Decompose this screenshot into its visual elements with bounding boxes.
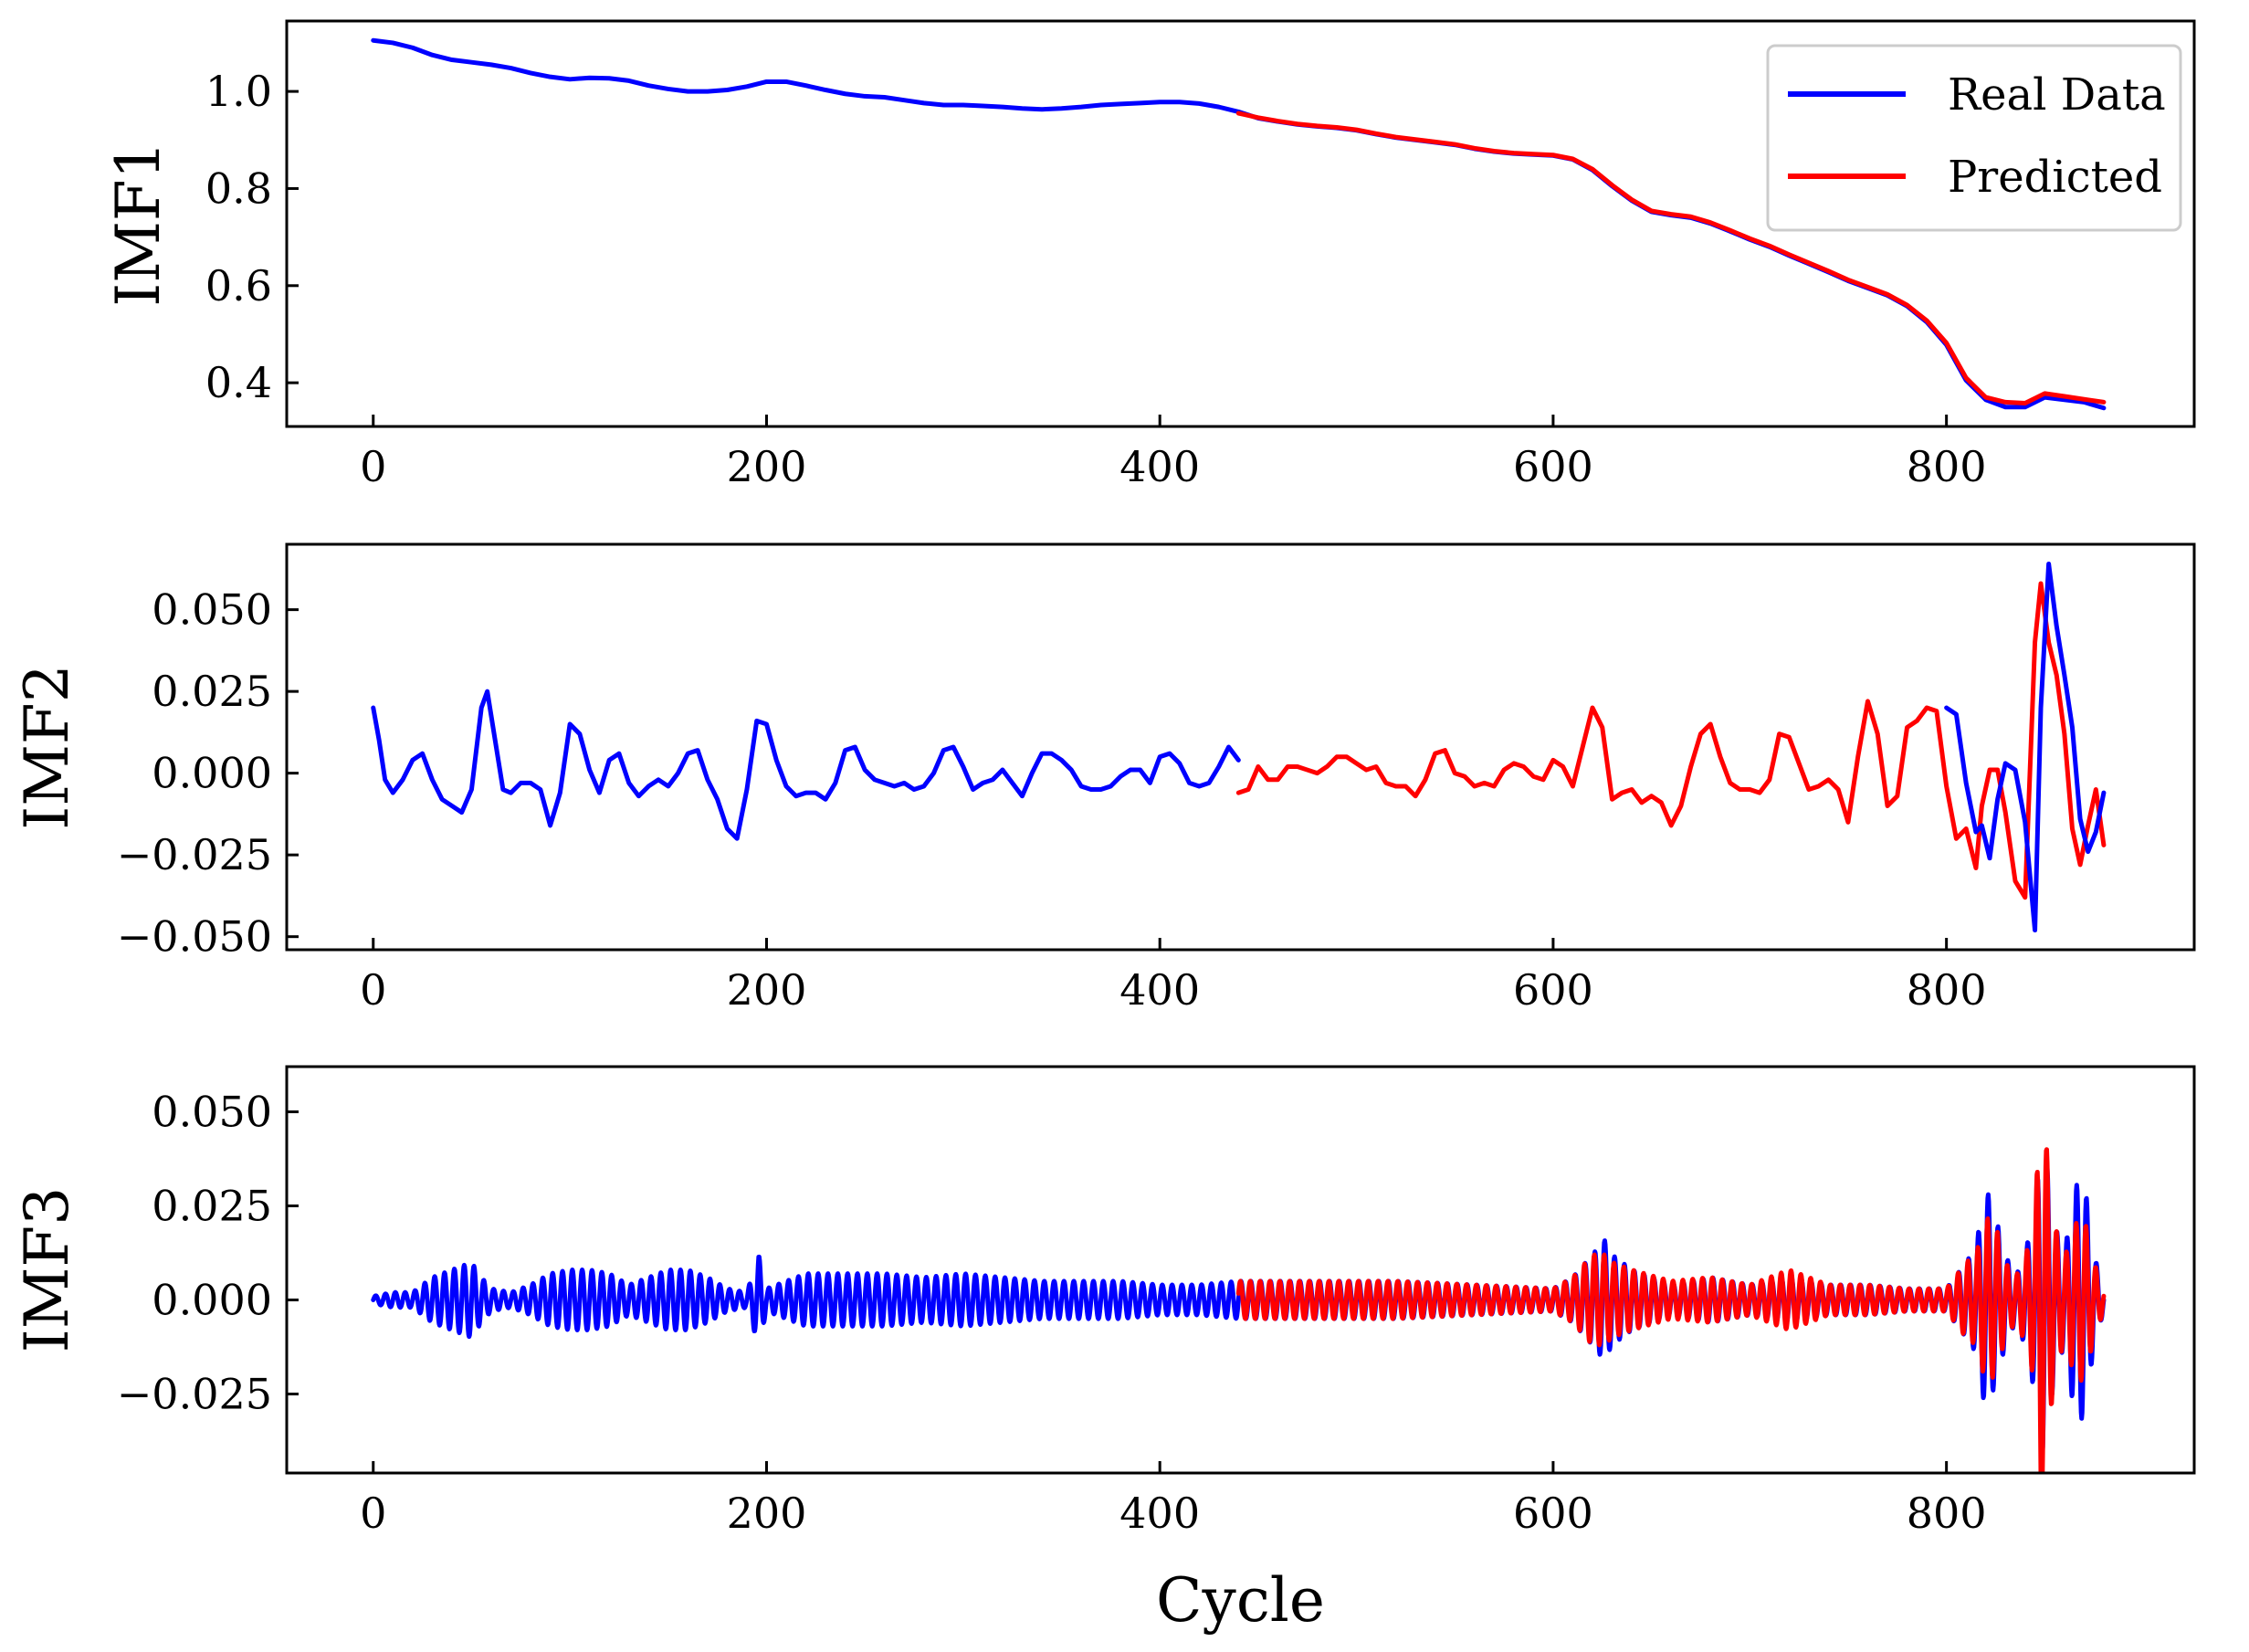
x-tick-label: 800 [1907,965,1987,1015]
y-axis-title: IMF1 [103,141,173,306]
x-tick-label: 200 [727,965,807,1015]
y-tick-label: −0.050 [117,912,272,962]
axes-frame [285,542,2196,952]
x-tick-label: 400 [1119,442,1200,491]
x-tick-label: 200 [727,1489,807,1538]
y-tick-label: 0.050 [152,1087,272,1136]
y-axis-title: IMF2 [12,664,82,829]
panel-3: 0 200 400 600 800 −0.025 0.000 0.025 0.050 IMF3 [12,1065,2196,1538]
y-tick-label: 0.4 [205,358,272,407]
x-axis-title: Cycle [1156,1565,1325,1636]
x-tick-label: 400 [1119,1489,1200,1538]
y-tick-label: 0.6 [205,261,272,310]
y-tick-label: −0.025 [117,830,272,879]
x-tick-label: 200 [727,442,807,491]
predicted-series-line [1235,581,2107,900]
legend: Real Data Predicted [1766,44,2182,232]
series-group [371,561,2107,933]
legend-real-label: Real Data [1948,69,2166,121]
x-tick-label: 600 [1513,1489,1593,1538]
x-tick-label: 0 [360,442,386,491]
y-tick-label: 0.8 [205,163,272,213]
series-group [371,1147,2107,1473]
x-tick-label: 400 [1119,965,1200,1015]
legend-predicted-label: Predicted [1948,152,2162,203]
y-tick-label: 0.050 [152,585,272,635]
panel-1: 0 200 400 600 800 0.4 0.6 0.8 1.0 IMF1 [103,19,2196,491]
y-tick-label: 1.0 [205,67,272,116]
y-tick-label: −0.025 [117,1369,272,1418]
real-data-series-line [1944,561,2107,933]
predicted-series-line [1235,1147,2107,1473]
panel-2: 0 200 400 600 800 −0.050 −0.025 0.000 0.025 0.050… [12,542,2196,1015]
x-tick-label: 800 [1907,1489,1987,1538]
y-tick-label: 0.025 [152,1181,272,1230]
x-tick-label: 800 [1907,442,1987,491]
y-tick-label: 0.025 [152,667,272,716]
y-tick-label: 0.000 [152,1275,272,1324]
y-axis-title: IMF3 [12,1187,82,1352]
x-tick-label: 0 [360,965,386,1015]
axes-frame [285,19,2196,428]
series-group [371,37,2107,411]
x-tick-label: 600 [1513,965,1593,1015]
predicted-series-line [1235,110,2107,405]
x-tick-label: 600 [1513,442,1593,491]
x-tick-label: 0 [360,1489,386,1538]
y-tick-label: 0.000 [152,749,272,798]
real-data-series-line [371,689,1241,841]
axes-frame [285,1065,2196,1475]
